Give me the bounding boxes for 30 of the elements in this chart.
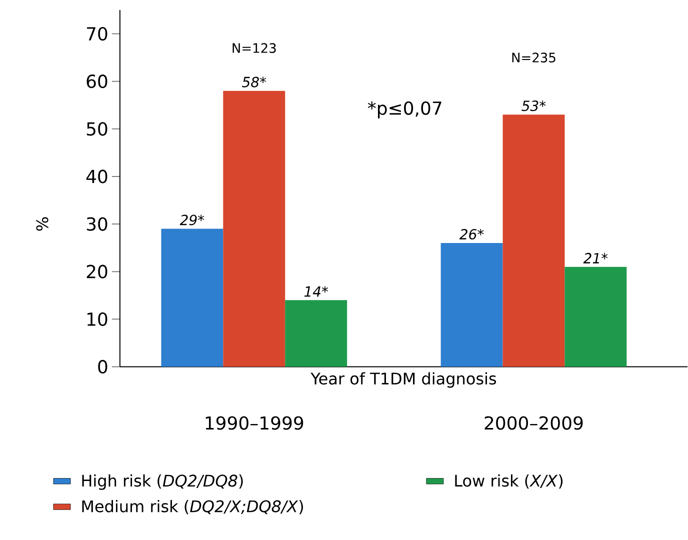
bar bbox=[285, 300, 348, 367]
bar bbox=[440, 243, 503, 367]
x-axis-title: Year of T1DM diagnosis bbox=[310, 372, 496, 388]
data-label: 29* bbox=[180, 214, 204, 226]
bar bbox=[223, 91, 286, 367]
legend-label: Low risk (X/X) bbox=[455, 474, 563, 489]
y-axis-title: % bbox=[36, 218, 48, 231]
data-label: 58* bbox=[242, 76, 266, 88]
y-tick-label: 70 bbox=[87, 27, 108, 41]
annotation: N=123 bbox=[232, 43, 276, 54]
data-label: 21* bbox=[583, 253, 608, 264]
annotation: N=235 bbox=[512, 52, 556, 63]
y-tick-label: 40 bbox=[86, 170, 108, 184]
bar bbox=[161, 228, 224, 367]
data-label: 14* bbox=[304, 286, 328, 297]
y-tick-label: 50 bbox=[86, 122, 108, 136]
bar bbox=[502, 114, 565, 367]
y-tick-label: 60 bbox=[86, 74, 108, 88]
y-tick-label: 20 bbox=[86, 264, 108, 279]
x-tick-label: 2000–2009 bbox=[484, 416, 583, 430]
legend-label: Medium risk (DQ2/X;DQ8/X) bbox=[82, 500, 303, 514]
annotation: *p≤0,07 bbox=[368, 102, 442, 119]
y-tick-label: 0 bbox=[98, 360, 108, 374]
legend-label: High risk (DQ2/DQ8) bbox=[82, 474, 243, 490]
x-tick-label: 1990–1999 bbox=[206, 416, 304, 430]
bar bbox=[564, 267, 627, 367]
data-label: 26* bbox=[459, 229, 484, 240]
y-tick-label: 10 bbox=[88, 312, 108, 326]
data-label: 53* bbox=[522, 100, 546, 112]
y-tick-label: 30 bbox=[86, 217, 108, 232]
